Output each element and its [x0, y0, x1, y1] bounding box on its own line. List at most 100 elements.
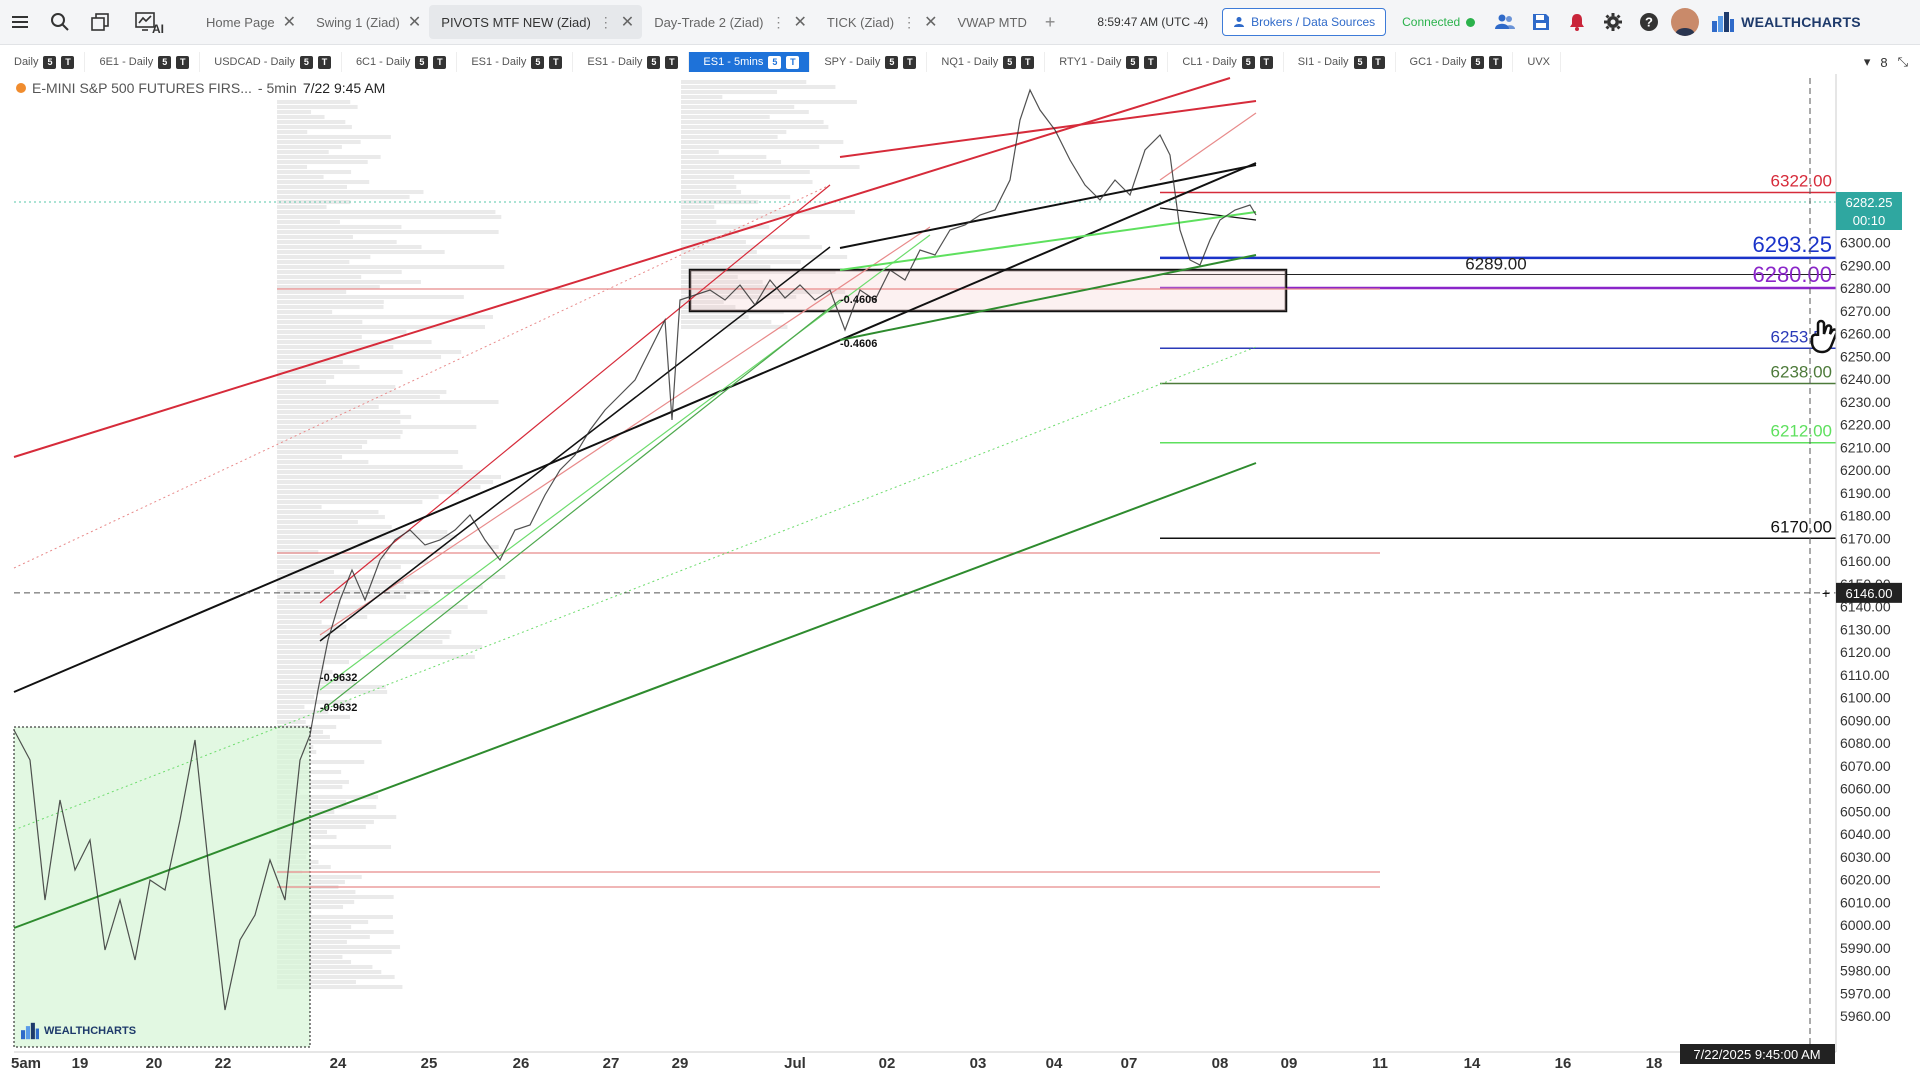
- cursor-price-tag: 6146.00: [1836, 582, 1902, 603]
- volume-profile-bar: [277, 410, 401, 414]
- symbol-tab[interactable]: RTY1 - Daily 5 T: [1045, 52, 1169, 72]
- notifications-bell-icon[interactable]: [1563, 8, 1591, 36]
- symbol-tab[interactable]: USDCAD - Daily 5 T: [200, 52, 342, 72]
- volume-profile-bar: [681, 230, 739, 234]
- symbol-badge: 5: [1126, 55, 1140, 69]
- caret-down-icon[interactable]: ▾: [1863, 54, 1871, 69]
- channel-green: [319, 234, 931, 691]
- volume-profile-bar: [681, 175, 735, 179]
- trend-line-red-upper: [839, 100, 1257, 158]
- volume-profile-bar: [277, 355, 442, 359]
- symbol-tab[interactable]: UVX: [1513, 52, 1561, 72]
- search-icon[interactable]: [40, 0, 80, 45]
- layouts-icon[interactable]: [80, 0, 120, 45]
- volume-profile-bar: [277, 805, 377, 809]
- gear-icon[interactable]: [1599, 8, 1627, 36]
- top-toolbar: AI Home Page ✕ Swing 1 (Ziad) ✕ PIVOTS M…: [0, 0, 1920, 45]
- fib-annotation: -0.9632: [320, 672, 357, 684]
- symbol-tab[interactable]: 6E1 - Daily 5 T: [85, 52, 201, 72]
- volume-profile-bar: [277, 890, 356, 894]
- wealthcharts-logo-icon: [21, 1022, 39, 1040]
- volume-profile-bar: [277, 155, 381, 159]
- volume-profile-bar: [277, 875, 362, 879]
- symbol-tab[interactable]: ES1 - Daily 5 T: [573, 52, 690, 72]
- volume-profile-bar: [681, 225, 770, 229]
- more-vertical-icon[interactable]: ⋮: [902, 13, 917, 30]
- trend-line-black: [13, 162, 1257, 693]
- tab-vwap-mtd[interactable]: VWAP MTD: [946, 5, 1035, 39]
- symbol-tab[interactable]: 6C1 - Daily 5 T: [342, 52, 458, 72]
- symbol-tab-active[interactable]: ES1 - 5mins 5 T: [689, 52, 811, 72]
- volume-profile-bar: [681, 165, 860, 169]
- symbol-t-badge: T: [433, 55, 447, 69]
- close-icon[interactable]: ✕: [282, 14, 297, 31]
- help-icon[interactable]: ?: [1635, 8, 1663, 36]
- volume-profile-bar: [277, 260, 350, 264]
- cursor-time-label: 7/22/2025 9:45:00 AM: [1693, 1047, 1820, 1062]
- symbol-tab[interactable]: Daily 5 T: [0, 52, 86, 72]
- volume-profile-bar: [681, 125, 829, 129]
- tab-home-page[interactable]: Home Page ✕: [194, 5, 304, 39]
- users-icon[interactable]: [1491, 8, 1519, 36]
- save-icon[interactable]: [1527, 8, 1555, 36]
- price-axis-ticks: 5960.00 5970.00 5980.00 5990.00 6000.00 6010.…: [1840, 189, 1891, 1024]
- volume-profile-bar: [277, 345, 394, 349]
- level-label: 6212.00: [1771, 422, 1832, 441]
- symbol-tab[interactable]: GC1 - Daily 5 T: [1396, 52, 1514, 72]
- fib-annotation: -0.4606: [840, 294, 877, 306]
- volume-profile-bar: [277, 390, 447, 394]
- symbol-tab[interactable]: ES1 - Daily 5 T: [457, 52, 574, 72]
- symbol-tab[interactable]: NQ1 - Daily 5 T: [927, 52, 1046, 72]
- volume-profile-bar: [277, 540, 368, 544]
- price-tick-label: 6120.00: [1840, 644, 1891, 660]
- brokers-data-sources-button[interactable]: Brokers / Data Sources: [1222, 8, 1387, 36]
- close-icon[interactable]: ✕: [620, 14, 635, 31]
- volume-profile-bar: [277, 465, 463, 469]
- time-tick-label: Jul: [784, 1055, 806, 1072]
- close-icon[interactable]: ✕: [793, 14, 807, 31]
- symbol-label: Daily: [14, 56, 39, 68]
- close-icon[interactable]: ✕: [407, 14, 422, 31]
- volume-profile-bar: [277, 920, 369, 924]
- cursor-price-label: 6146.00: [1846, 586, 1893, 601]
- level-label: 6170.00: [1771, 517, 1832, 536]
- user-icon: [1234, 17, 1245, 27]
- volume-profile-bar: [277, 565, 401, 569]
- close-icon[interactable]: ✕: [924, 14, 938, 31]
- hamburger-menu-icon[interactable]: [0, 0, 40, 45]
- add-tab-button[interactable]: +: [1044, 11, 1056, 32]
- tab-label: Swing 1 (Ziad): [316, 14, 400, 30]
- volume-profile-bar: [277, 145, 342, 149]
- time-tick-label: 02: [879, 1055, 896, 1072]
- symbol-tab[interactable]: SPY - Daily 5 T: [810, 52, 928, 72]
- volume-profile-bar: [681, 285, 774, 289]
- avatar[interactable]: [1671, 8, 1700, 36]
- volume-profile-bar: [277, 455, 343, 459]
- volume-profile-bar: [277, 270, 402, 274]
- chart-area[interactable]: 6322.00 6293.25 6289.00 6280.00 6253.50 6238.…: [0, 74, 1920, 1080]
- time-tick-label: 19: [72, 1055, 89, 1072]
- symbol-t-badge: T: [786, 55, 800, 69]
- symbol-tabs-bar: Daily 5 T 6E1 - Daily 5 T USDCAD - Daily 5 T 6…: [0, 52, 1920, 72]
- more-vertical-icon[interactable]: ⋮: [771, 13, 786, 30]
- tab-swing-1[interactable]: Swing 1 (Ziad) ✕: [304, 5, 429, 39]
- volume-profile-bar: [277, 760, 365, 764]
- volume-profile-bar: [681, 275, 738, 279]
- tab-tick[interactable]: TICK (Ziad) ⋮ ✕: [815, 5, 946, 39]
- collapse-icon[interactable]: ⤡: [1897, 54, 1908, 69]
- ai-assistant-button[interactable]: AI: [120, 0, 176, 45]
- volume-profile-bar: [277, 980, 356, 984]
- volume-profile-bar: [277, 510, 379, 514]
- tab-pivots-mtf-new[interactable]: PIVOTS MTF NEW (Ziad) ⋮ ✕: [429, 5, 643, 39]
- volume-profile-bar: [277, 190, 424, 194]
- level-label: 6238.00: [1771, 363, 1832, 382]
- price-tick-label: 6220.00: [1840, 417, 1891, 433]
- tab-day-trade-2[interactable]: Day-Trade 2 (Ziad) ⋮ ✕: [642, 5, 815, 39]
- symbol-tab[interactable]: CL1 - Daily 5 T: [1168, 52, 1284, 72]
- volume-profile-bar: [277, 720, 306, 724]
- time-tick-label: 29: [672, 1055, 689, 1072]
- more-vertical-icon[interactable]: ⋮: [598, 13, 613, 30]
- volume-profile-bar: [277, 375, 335, 379]
- symbol-tab[interactable]: SI1 - Daily 5 T: [1284, 52, 1396, 72]
